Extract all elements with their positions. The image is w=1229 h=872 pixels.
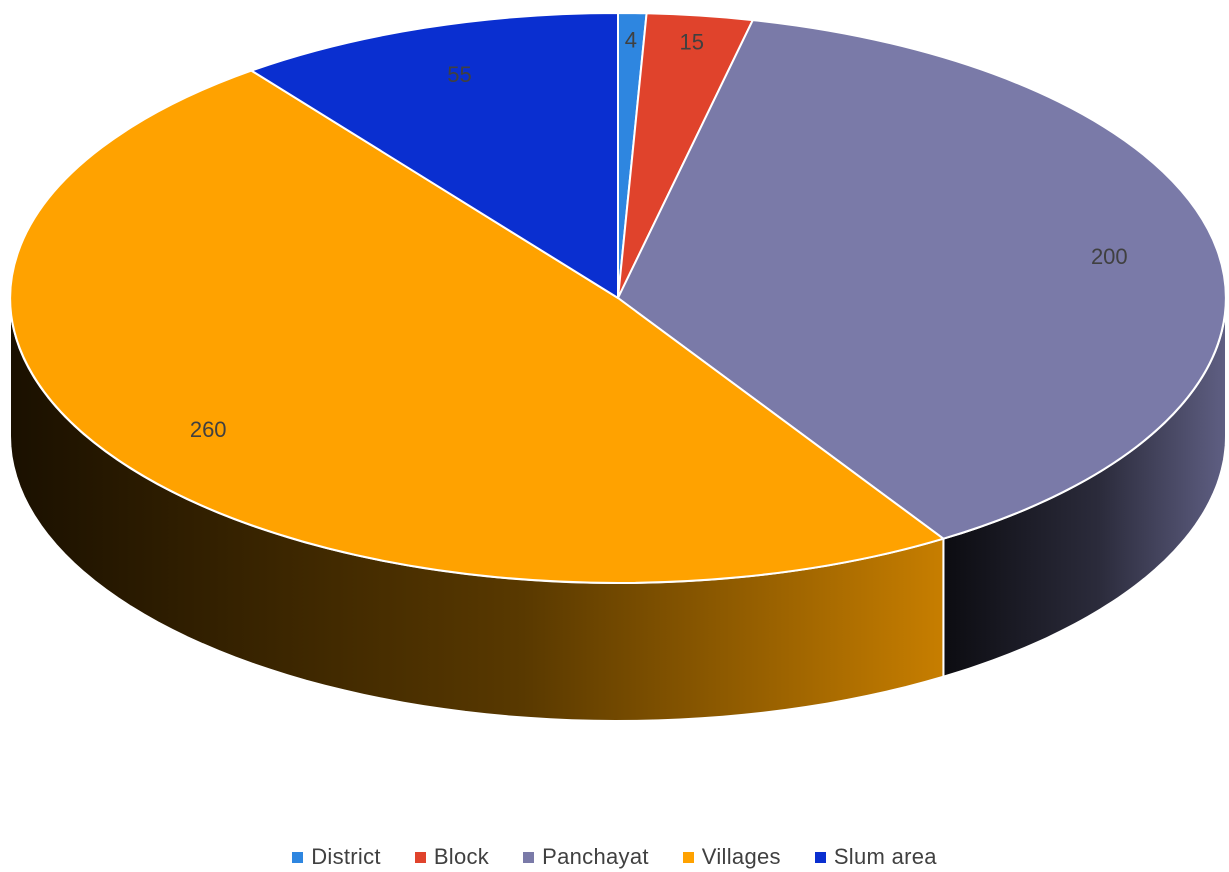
legend-label-panchayat: Panchayat	[542, 844, 649, 869]
legend-item-slum-area: Slum area	[814, 844, 937, 870]
data-label-panchayat: 200	[1091, 244, 1128, 269]
legend-item-block: Block	[414, 844, 490, 870]
pie-slice-panchayat	[617, 19, 1227, 540]
legend-swatch-slum-area	[814, 851, 826, 863]
legend-label-district: District	[311, 844, 381, 869]
data-labels: 4 15 200 260 55	[190, 27, 1128, 442]
data-label-district: 4	[625, 27, 637, 52]
legend-label-villages: Villages	[701, 844, 781, 869]
legend-label-block: Block	[433, 844, 490, 869]
legend-item-panchayat: Panchayat	[523, 844, 649, 870]
pie-top-faces	[9, 11, 1227, 584]
pie-slice-villages	[9, 69, 945, 584]
legend-swatch-block	[414, 851, 426, 863]
legend-item-district: District	[292, 844, 381, 870]
data-label-slum-area: 55	[447, 62, 471, 87]
pie-chart-3d: 4 15 200 260 55	[9, 11, 1227, 722]
legend-swatch-villages	[682, 851, 694, 863]
data-label-block: 15	[680, 30, 704, 55]
legend-swatch-panchayat	[523, 851, 535, 863]
legend-label-slum-area: Slum area	[833, 844, 937, 869]
data-label-villages: 260	[190, 417, 227, 442]
legend-swatch-district	[292, 851, 304, 863]
legend-item-villages: Villages	[682, 844, 781, 870]
legend: District Block Panchayat Villages Slum a…	[0, 842, 1229, 872]
pie-slice-slum-area	[250, 12, 619, 299]
